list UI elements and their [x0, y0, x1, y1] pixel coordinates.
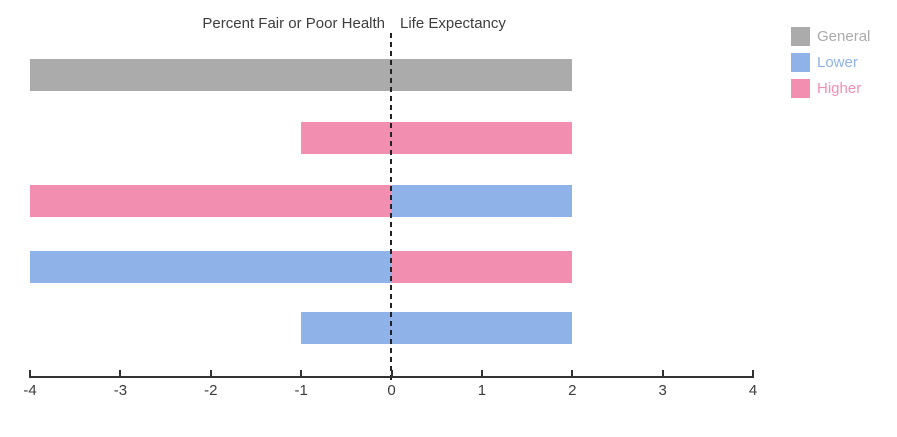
tick-mark: [571, 370, 574, 376]
tick-mark: [209, 370, 212, 376]
legend-label-higher: Higher: [817, 80, 862, 97]
bar-segment-higher: [30, 185, 392, 217]
legend-item-general: General: [791, 27, 870, 46]
tick-label: 4: [748, 382, 758, 399]
lower-swatch-icon: [791, 53, 810, 72]
higher-swatch-icon: [791, 79, 810, 98]
tick-mark: [390, 370, 393, 376]
tick-label: 2: [568, 382, 577, 399]
legend-item-lower: Lower: [791, 53, 870, 72]
x-axis-line: [29, 376, 754, 378]
tick-label: 0: [387, 382, 396, 399]
legend-label-lower: Lower: [817, 54, 858, 71]
general-swatch-icon: [791, 27, 810, 46]
tick-label: 3: [658, 382, 667, 399]
zero-dashed-line: [390, 33, 392, 384]
bar-segment-general: [30, 59, 573, 91]
tick-mark: [752, 370, 754, 376]
legend-label-general: General: [817, 28, 871, 45]
tick-mark: [29, 370, 31, 376]
tick-mark: [480, 370, 483, 376]
bar-segment-higher: [301, 122, 573, 154]
tick-label: -1: [294, 382, 308, 399]
bar-segment-lower: [30, 251, 392, 283]
tick-label: -3: [113, 382, 128, 399]
bar-segment-lower: [391, 185, 573, 217]
tick-mark: [300, 370, 303, 376]
tick-mark: [119, 370, 122, 376]
bar-segment-higher: [391, 251, 573, 283]
right-column-title: Life Expectancy: [400, 15, 506, 32]
tick-label: -4: [23, 382, 37, 399]
tick-mark: [661, 370, 664, 376]
left-column-title: Percent Fair or Poor Health: [202, 15, 385, 32]
tick-label: -2: [204, 382, 218, 399]
bar-segment-lower: [301, 312, 573, 344]
tick-label: 1: [477, 382, 487, 399]
legend-item-higher: Higher: [791, 79, 870, 98]
legend: General Lower Higher: [791, 27, 870, 105]
